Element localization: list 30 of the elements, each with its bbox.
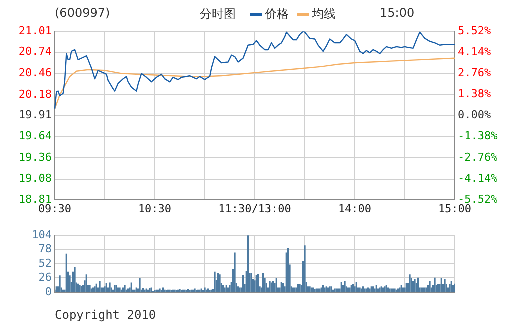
- x-tick-label: 11:30/13:00: [218, 202, 292, 216]
- y-tick-label: 78: [38, 242, 52, 256]
- y2-tick-label: 1.38%: [458, 88, 492, 101]
- y2-tick-label: 4.14%: [458, 46, 492, 59]
- y-tick-label: 20.18: [18, 88, 52, 101]
- legend-label: 均线: [312, 7, 336, 21]
- legend-label: 价格: [265, 7, 289, 21]
- text: 15:00: [380, 6, 415, 20]
- chart-title: (600997): [55, 6, 110, 20]
- y2-tick-label: -2.76%: [458, 150, 498, 164]
- y2-tick-label: 5.52%: [458, 24, 492, 38]
- y2-tick-label: 2.76%: [458, 66, 492, 80]
- y-tick-label: 19.64: [18, 129, 52, 142]
- y-tick-label: 52: [38, 256, 52, 270]
- y2-tick-label: -4.14%: [458, 172, 498, 185]
- y-tick-label: 0: [45, 285, 52, 298]
- x-tick-label: 14:00: [338, 202, 372, 216]
- y-tick-label: 20.74: [18, 45, 52, 58]
- y-tick-label: 21.01: [18, 24, 52, 38]
- y-tick-label: 19.91: [18, 108, 52, 122]
- text: Copyright 2010: [55, 308, 156, 322]
- y-tick-label: 20.46: [18, 66, 52, 80]
- y2-tick-label: 0.00%: [458, 108, 492, 122]
- y-tick-label: 104: [32, 228, 52, 242]
- y-tick-label: 26: [38, 271, 52, 284]
- y2-tick-label: -1.38%: [458, 130, 498, 143]
- x-tick-label: 10:30: [138, 202, 172, 216]
- chart-subtitle: 分时图: [200, 6, 236, 23]
- y-tick-label: 19.08: [18, 172, 52, 186]
- y-tick-label: 19.36: [18, 150, 52, 164]
